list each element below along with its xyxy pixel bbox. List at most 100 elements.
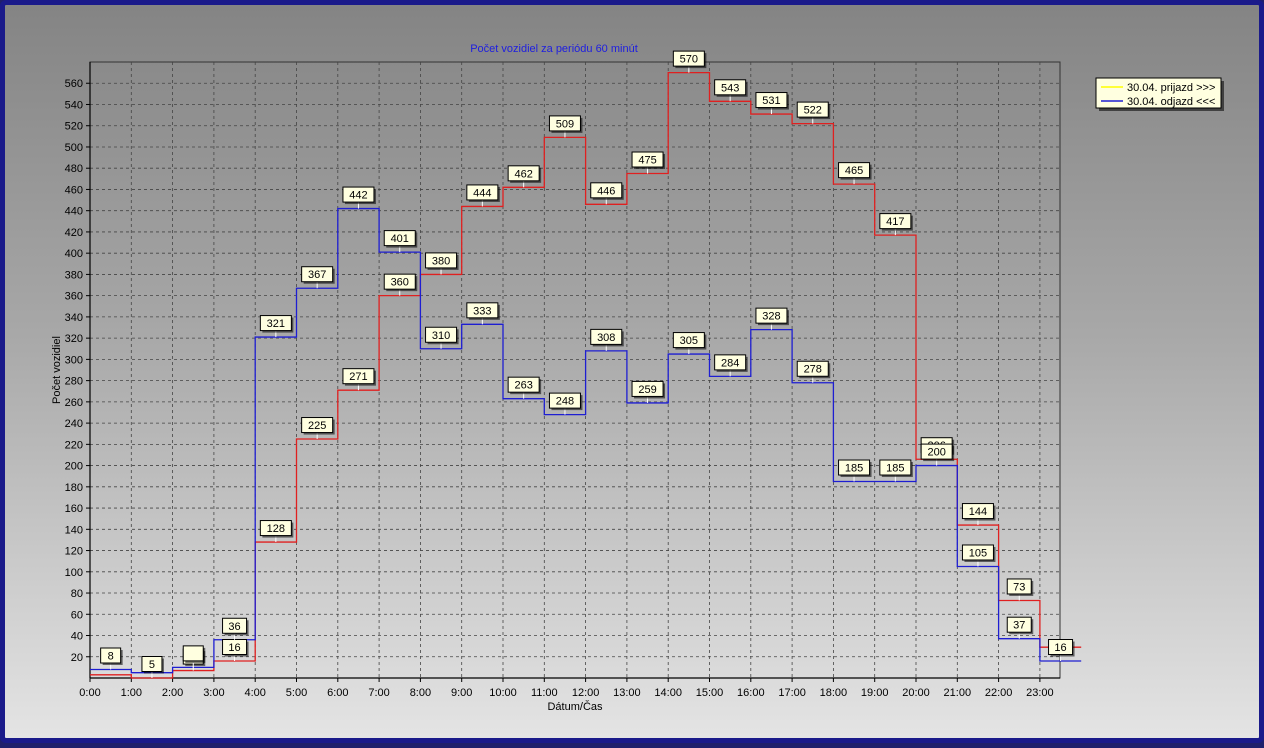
data-label: 310 (425, 326, 459, 349)
data-label-box (672, 332, 705, 349)
data-label-text: 321 (267, 318, 285, 330)
y-tick-label: 380 (65, 269, 83, 281)
data-label-box (425, 326, 458, 343)
data-label-text: 367 (308, 269, 326, 281)
data-label-box (259, 315, 292, 332)
legend-entry-0: 30.04. prijazd >>> (1127, 82, 1215, 94)
x-tick-label: 17:00 (778, 687, 806, 699)
data-label-box (672, 50, 705, 67)
data-label (182, 645, 206, 668)
data-label: 37 (1006, 616, 1034, 639)
data-label: 380 (425, 252, 459, 275)
x-tick-label: 15:00 (696, 687, 724, 699)
legend-entry-1: 30.04. odjazd <<< (1127, 96, 1215, 108)
data-label-text: 37 (1013, 620, 1025, 632)
data-label-box (714, 354, 747, 371)
data-label-text: 465 (845, 165, 863, 177)
data-label-text: 36 (228, 621, 240, 633)
x-tick-label: 11:00 (531, 687, 558, 699)
data-label-text: 263 (514, 380, 532, 392)
x-tick-label: 20:00 (902, 687, 930, 699)
data-label-text: 360 (391, 277, 409, 289)
x-tick-label: 22:00 (985, 687, 1013, 699)
data-label-box (879, 459, 912, 476)
data-label-box (879, 213, 912, 230)
data-label-text: 531 (762, 95, 780, 107)
x-tick-label: 23:00 (1026, 687, 1054, 699)
data-label-box (342, 368, 375, 385)
data-label-box (425, 252, 458, 269)
data-label: 308 (590, 328, 624, 351)
data-label-box (182, 645, 204, 662)
legend-box (1095, 77, 1222, 109)
data-label-text: 284 (721, 357, 739, 369)
data-label-box (301, 266, 334, 283)
data-label-text: 185 (845, 463, 863, 475)
data-label-box (755, 307, 788, 324)
data-label-box (259, 520, 292, 537)
data-label-text: 128 (267, 523, 285, 535)
y-tick-label: 140 (65, 524, 83, 536)
data-label: 509 (548, 115, 583, 138)
data-label-text: 185 (886, 463, 904, 475)
data-label-text: 570 (680, 54, 698, 66)
x-tick-label: 6:00 (327, 687, 348, 699)
data-label: 5 (141, 656, 164, 678)
y-tick-label: 160 (65, 503, 83, 515)
data-label: 321 (259, 315, 294, 338)
data-label: 531 (755, 92, 789, 115)
data-label-text: 442 (349, 190, 367, 202)
data-label-text: 509 (556, 118, 574, 130)
y-tick-label: 480 (65, 163, 83, 175)
data-label: 259 (631, 380, 666, 403)
y-tick-label: 520 (65, 121, 83, 133)
data-label-text: 522 (804, 105, 822, 117)
y-tick-label: 100 (65, 567, 83, 579)
data-label: 570 (672, 50, 707, 73)
data-label: 225 (301, 417, 335, 440)
data-label: 128 (259, 520, 294, 543)
data-label: 401 (383, 230, 418, 253)
x-tick-label: 0:00 (79, 687, 100, 699)
data-label: 271 (342, 368, 376, 391)
x-tick-label: 4:00 (244, 687, 265, 699)
y-tick-label: 560 (65, 78, 83, 90)
data-label-text: 259 (638, 384, 656, 396)
data-label-box (507, 376, 540, 393)
data-label-text: 105 (969, 547, 987, 559)
data-label-text: 5 (149, 659, 155, 671)
data-label: 417 (879, 213, 913, 236)
data-label-box (383, 230, 416, 247)
data-label-text: 328 (762, 311, 780, 323)
data-label-box (755, 92, 788, 109)
data-label: 200 (920, 443, 955, 466)
data-label-text: 200 (927, 447, 945, 459)
data-label: 442 (342, 186, 376, 209)
data-label-text: 333 (473, 305, 491, 317)
data-label-box (631, 380, 664, 397)
data-label: 446 (590, 182, 624, 205)
chart: 20 40 60 80 100 120 140 160 180 200 220 240 260 280 30… (51, 43, 1224, 713)
x-tick-label: 13:00 (613, 687, 641, 699)
data-label-box (590, 328, 623, 345)
data-label: 8 (100, 647, 123, 670)
data-label: 278 (796, 360, 831, 383)
series-line-1 (90, 207, 1082, 674)
data-label-box (838, 162, 871, 179)
data-label: 16 (1048, 639, 1075, 662)
data-label-box (100, 647, 122, 664)
y-tick-label: 400 (65, 248, 83, 260)
y-tick-label: 120 (65, 546, 83, 558)
y-tick-label: 340 (65, 312, 83, 324)
x-tick-label: 2:00 (162, 687, 183, 699)
data-label-box (342, 186, 375, 203)
data-label-box (961, 503, 994, 520)
data-label: 367 (301, 266, 335, 289)
data-label: 263 (507, 376, 542, 399)
data-label: 333 (466, 302, 500, 325)
data-label-box (920, 443, 953, 460)
data-label-box (796, 101, 829, 118)
data-label-box (838, 459, 871, 476)
x-tick-label: 12:00 (572, 687, 600, 699)
